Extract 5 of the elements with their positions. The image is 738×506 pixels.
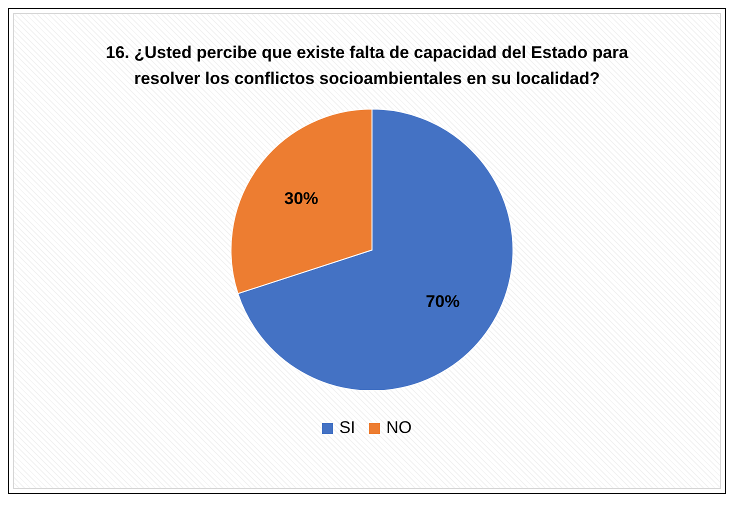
legend-label: NO bbox=[386, 418, 412, 438]
data-label: 70% bbox=[426, 292, 460, 311]
legend-label: SI bbox=[339, 418, 356, 438]
data-label: 30% bbox=[284, 189, 318, 208]
chart-title: 16. ¿Usted percibe que existe falta de capacidad del Estado para resolver los conflictos socioambientales en su localidad? bbox=[104, 42, 630, 90]
